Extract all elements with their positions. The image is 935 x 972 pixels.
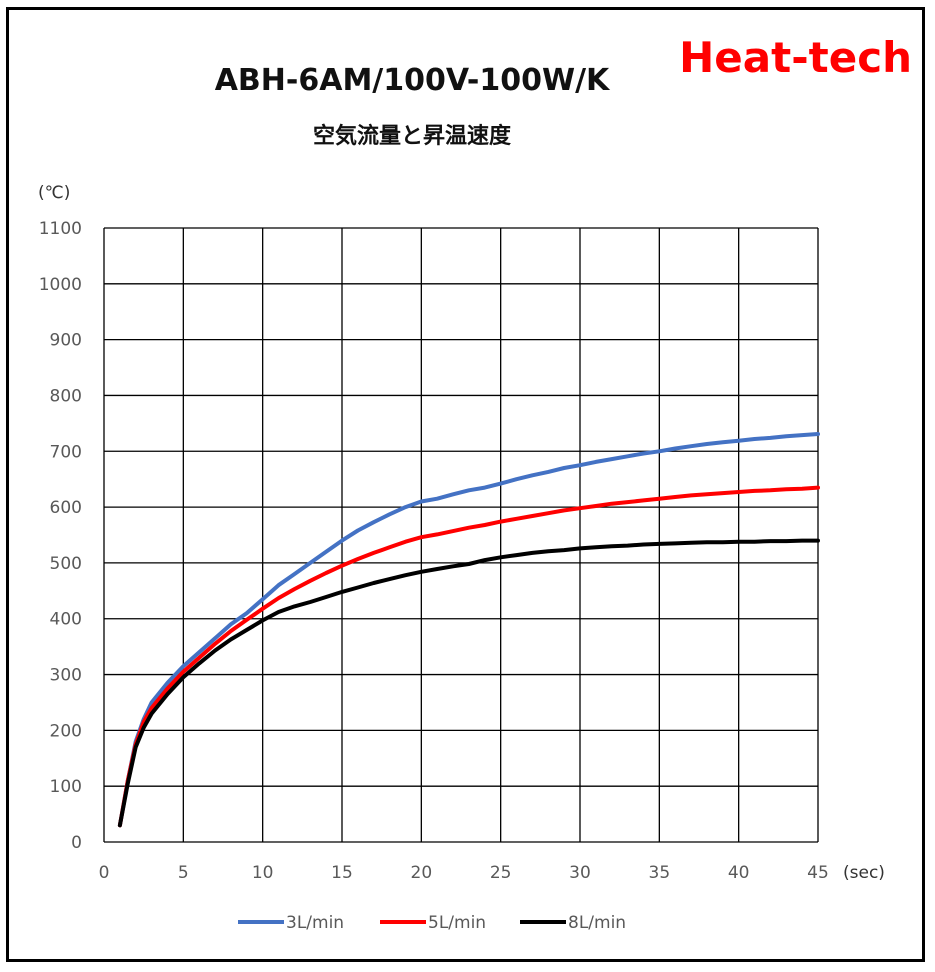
x-tick-label: 5	[178, 863, 189, 883]
series-line-2	[117, 485, 820, 828]
series-line-1	[117, 432, 820, 828]
y-tick-label: 600	[50, 498, 82, 518]
y-axis-label: (℃)	[38, 183, 70, 203]
x-tick-label: 45	[807, 863, 829, 883]
legend-label: 3L/min	[286, 913, 344, 933]
y-tick-label: 400	[50, 610, 82, 630]
legend-label: 8L/min	[568, 913, 626, 933]
y-tick-label: 700	[50, 442, 82, 462]
x-tick-label: 30	[569, 863, 591, 883]
series-line-3	[117, 538, 820, 828]
x-tick-label: 35	[649, 863, 671, 883]
x-tick-label: 40	[728, 863, 750, 883]
x-tick-labels: 0 5 10 15 20 25 30 35 40 45	[99, 863, 829, 883]
x-tick-label: 20	[411, 863, 433, 883]
chart-subtitle: 空気流量と昇温速度	[313, 123, 512, 149]
chart-frame	[6, 7, 925, 962]
legend: 3L/min 5L/min 8L/min	[238, 913, 626, 933]
y-tick-label: 900	[50, 331, 82, 351]
x-tick-label: 10	[252, 863, 274, 883]
y-tick-label: 500	[50, 554, 82, 574]
y-tick-label: 100	[50, 777, 82, 797]
y-tick-label: 200	[50, 721, 82, 741]
y-tick-labels: 0 100 200 300 400 500 600 700 800 900 1000 1100	[39, 219, 82, 853]
y-tick-label: 800	[50, 386, 82, 406]
y-tick-label: 0	[71, 833, 82, 853]
y-tick-label: 1100	[39, 219, 82, 239]
chart-title: ABH-6AM/100V-100W/K	[215, 63, 611, 98]
y-tick-label: 300	[50, 666, 82, 686]
x-tick-label: 0	[99, 863, 110, 883]
x-tick-label: 25	[490, 863, 512, 883]
legend-label: 5L/min	[428, 913, 486, 933]
series-lines	[117, 432, 820, 828]
plot-grid	[103, 227, 819, 843]
y-tick-label: 1000	[39, 275, 82, 295]
x-tick-label: 15	[331, 863, 353, 883]
brand-logo: Heat-tech	[679, 33, 912, 82]
x-axis-label: (sec)	[843, 863, 885, 883]
